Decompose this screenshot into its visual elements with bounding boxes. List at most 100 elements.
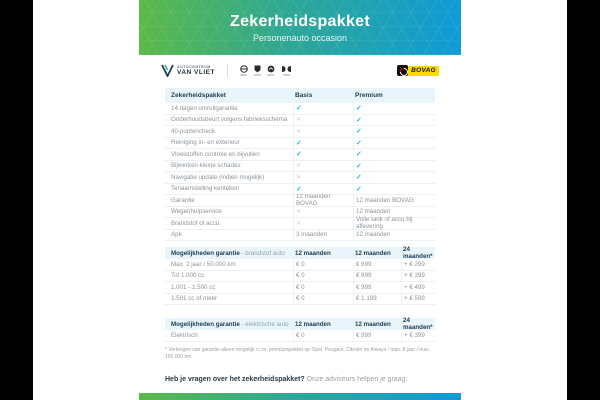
column-header-premium: Premium bbox=[355, 92, 383, 99]
table-row: Tenaamstelling kenteken ✓ ✓ bbox=[165, 183, 435, 195]
price-value: + € 399 bbox=[401, 270, 435, 281]
price-value: + € 299 bbox=[401, 259, 435, 270]
page: Zekerheidspakket Personenauto occasion A… bbox=[33, 0, 567, 400]
table-row: Brandstof of accu ✕ Volle tank of accu bij… bbox=[165, 216, 435, 230]
basis-value: ✕ bbox=[293, 218, 353, 229]
vanvliet-v-icon bbox=[161, 64, 174, 77]
basis-value: 3 maanden bbox=[293, 229, 353, 240]
premium-value: 12 maanden bbox=[353, 229, 435, 240]
citroen-logo-icon bbox=[267, 65, 275, 76]
basis-value: 12 maanden BOVAG bbox=[293, 193, 353, 207]
page-title: Zekerheidspakket bbox=[230, 12, 370, 30]
dealer-name-bottom: VAN VLIET bbox=[177, 69, 215, 76]
package-table: Zekerheidspakket Basis Premium 14 dagen … bbox=[165, 88, 435, 241]
section-title-bold: Mogelijkheden garantie bbox=[171, 249, 240, 257]
premium-value: ✓ bbox=[353, 114, 435, 125]
feature-label: 40-puntencheck bbox=[171, 127, 216, 135]
premium-value: ✓ bbox=[353, 160, 435, 171]
table-row: 1.501 cc of meer € 0 € 1.199 + € 599 bbox=[165, 293, 435, 305]
column-header: 24 maanden* bbox=[403, 317, 433, 331]
price-value: € 0 bbox=[293, 293, 353, 304]
premium-value: ✓ bbox=[353, 126, 435, 137]
price-value: € 699 bbox=[353, 259, 401, 270]
premium-value: 12 maanden bbox=[353, 206, 435, 217]
basis-value: ✓ bbox=[293, 137, 353, 148]
price-value: € 0 bbox=[293, 259, 353, 270]
table-row: Tot 1.000 cc € 0 € 899 + € 399 bbox=[165, 270, 435, 282]
table-row: Onderhoudsbeurt volgens fabrieksschema ✕ ✓ bbox=[165, 114, 435, 126]
premium-value: ✓ bbox=[353, 183, 435, 194]
section-title-light: - elektrische auto bbox=[239, 320, 289, 328]
price-value: + € 399 bbox=[401, 330, 435, 341]
electric-warranty-header: Mogelijkheden garantie - elektrische aut… bbox=[165, 317, 435, 331]
table-row: Apk 3 maanden 12 maanden bbox=[165, 229, 435, 241]
basis-value: ✓ bbox=[293, 103, 353, 114]
premium-value: ✓ bbox=[353, 137, 435, 148]
table-row: 1.001 - 1.500 cc € 0 € 999 + € 499 bbox=[165, 282, 435, 294]
premium-value: 12 maanden BOVAG bbox=[353, 195, 435, 206]
price-value: + € 499 bbox=[401, 282, 435, 293]
table-row: Vloeistoffen controle en bijvullen ✓ ✓ bbox=[165, 149, 435, 161]
section-title: Mogelijkheden garantie - brandstof auto bbox=[165, 250, 293, 257]
feature-label: Apk bbox=[171, 231, 182, 239]
price-value: + € 599 bbox=[401, 293, 435, 304]
bovag-emblem bbox=[397, 65, 409, 76]
basis-value: ✕ bbox=[293, 206, 353, 217]
brand-logos bbox=[240, 65, 292, 76]
table-row: 40-puntencheck ✕ ✓ bbox=[165, 126, 435, 138]
feature-label: Wegenhulpservice bbox=[171, 208, 222, 216]
contact-question-bold: Heb je vragen over het zekerheidspakket? bbox=[165, 375, 305, 383]
section-title-light: - brandstof auto bbox=[239, 249, 285, 257]
basis-value: ✕ bbox=[293, 114, 353, 125]
price-value: € 0 bbox=[293, 330, 353, 341]
logo-row: AUTOCENTRUM VAN VLIET bbox=[139, 55, 461, 86]
option-label: Tot 1.000 cc bbox=[171, 272, 205, 280]
table-row: Elektrisch € 0 € 899 + € 399 bbox=[165, 330, 435, 342]
table-row: 14 dagen omruilgarantie ✓ ✓ bbox=[165, 103, 435, 115]
price-value: € 899 bbox=[353, 330, 401, 341]
feature-label: Navigatie update (indien mogelijk) bbox=[171, 173, 265, 181]
opel-logo-icon bbox=[240, 65, 248, 76]
logo-divider bbox=[226, 64, 228, 77]
feature-label: Tenaamstelling kenteken bbox=[171, 185, 240, 193]
premium-value: ✓ bbox=[353, 149, 435, 160]
feature-label: Onderhoudsbeurt volgens fabrieksschema bbox=[171, 116, 288, 124]
price-value: € 999 bbox=[353, 282, 401, 293]
bovag-label: BOVAG bbox=[408, 65, 439, 76]
contact-question: Heb je vragen over het zekerheidspakket?… bbox=[165, 376, 435, 383]
option-label: 1.501 cc of meer bbox=[171, 295, 218, 303]
price-value: € 0 bbox=[293, 270, 353, 281]
column-header: Zekerheidspakket bbox=[171, 92, 226, 99]
basis-value: ✕ bbox=[293, 172, 353, 183]
footer-gradient-bar bbox=[139, 393, 461, 400]
table-row: Garantie 12 maanden BOVAG 12 maanden BOVAG bbox=[165, 193, 435, 207]
feature-label: Vloeistoffen controle en bijvullen bbox=[171, 150, 260, 158]
column-header: 12 maanden bbox=[355, 249, 391, 257]
footnote: * Verlengen van garantie alleen mogelijk… bbox=[165, 346, 431, 361]
column-header-basis: Basis bbox=[295, 92, 313, 99]
feature-label: 14 dagen omruilgarantie bbox=[171, 104, 238, 112]
dealer-name-top: AUTOCENTRUM bbox=[177, 65, 211, 69]
table-row: Max. 2 jaar / 50.000 km € 0 € 699 + € 299 bbox=[165, 259, 435, 271]
price-value: € 1.199 bbox=[353, 293, 401, 304]
section-title: Mogelijkheden garantie - elektrische aut… bbox=[165, 321, 293, 328]
price-value: € 0 bbox=[293, 282, 353, 293]
header-banner: Zekerheidspakket Personenauto occasion bbox=[139, 0, 461, 55]
aiways-logo-icon bbox=[281, 65, 292, 76]
flyer: Zekerheidspakket Personenauto occasion A… bbox=[139, 0, 461, 400]
feature-label: Brandstof of accu bbox=[171, 219, 220, 227]
column-header: 24 maanden* bbox=[403, 246, 433, 260]
basis-value: ✕ bbox=[293, 126, 353, 137]
feature-label: Reiniging in- en exterieur bbox=[171, 139, 240, 147]
basis-value: ✓ bbox=[293, 149, 353, 160]
basis-value: ✓ bbox=[293, 183, 353, 194]
table-row: Bijwerken kleine schades ✕ ✓ bbox=[165, 160, 435, 172]
peugeot-logo-icon bbox=[253, 65, 261, 76]
package-table-header: Zekerheidspakket Basis Premium bbox=[165, 88, 435, 103]
premium-value: ✓ bbox=[353, 103, 435, 114]
price-value: € 899 bbox=[353, 270, 401, 281]
premium-value: Volle tank of accu bij aflevering bbox=[353, 216, 435, 230]
dealer-logo: AUTOCENTRUM VAN VLIET bbox=[161, 64, 215, 77]
option-label: Max. 2 jaar / 50.000 km bbox=[171, 260, 236, 268]
dealer-and-brands: AUTOCENTRUM VAN VLIET bbox=[161, 64, 292, 77]
